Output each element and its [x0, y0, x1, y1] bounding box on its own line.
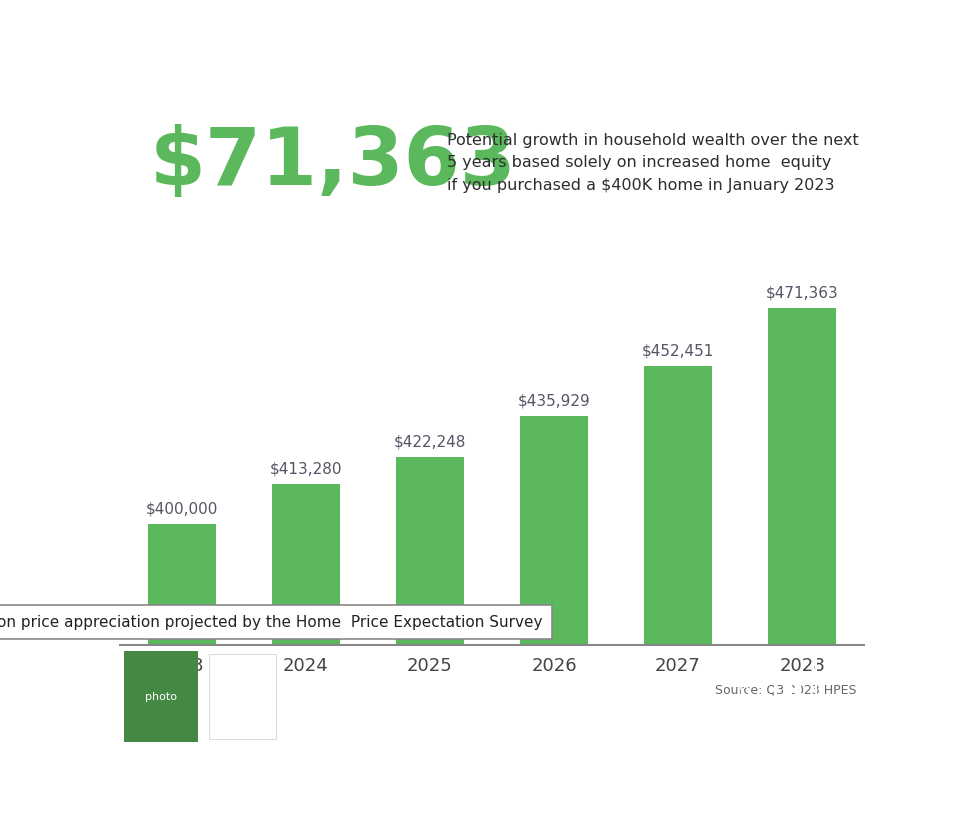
- Text: $435,929: $435,929: [517, 393, 590, 408]
- Bar: [272, 484, 340, 840]
- FancyBboxPatch shape: [209, 654, 276, 739]
- Text: YourPerfectHomeGroup.com: YourPerfectHomeGroup.com: [592, 710, 788, 724]
- Text: $413,280: $413,280: [270, 462, 343, 476]
- Bar: [148, 524, 216, 840]
- Text: $452,451: $452,451: [642, 343, 714, 358]
- Text: $71,363: $71,363: [150, 123, 516, 202]
- Text: Potential growth in household wealth over the next
5 years based solely on incre: Potential growth in household wealth ove…: [447, 133, 859, 193]
- Text: Source: Q3 2023 HPES: Source: Q3 2023 HPES: [715, 684, 856, 696]
- Text: $422,248: $422,248: [394, 434, 467, 449]
- FancyBboxPatch shape: [124, 650, 198, 743]
- Text: $400,000: $400,000: [146, 501, 218, 517]
- Text: Based on price appreciation projected by the Home  Price Expectation Survey: Based on price appreciation projected by…: [0, 615, 542, 630]
- Text: photo: photo: [145, 691, 177, 701]
- Bar: [768, 308, 836, 840]
- Bar: [644, 365, 712, 840]
- Text: (209) 300-0311: (209) 300-0311: [592, 675, 701, 688]
- Bar: [520, 416, 588, 840]
- Text: C. Ray Brower: C. Ray Brower: [295, 674, 421, 689]
- Text: Finding Your Perfect Home Brokered By eXp: Finding Your Perfect Home Brokered By eX…: [295, 711, 586, 723]
- Bar: [396, 457, 464, 840]
- Text: R: R: [785, 680, 804, 703]
- Text: $471,363: $471,363: [766, 286, 838, 301]
- Text: ⌂: ⌂: [734, 680, 751, 703]
